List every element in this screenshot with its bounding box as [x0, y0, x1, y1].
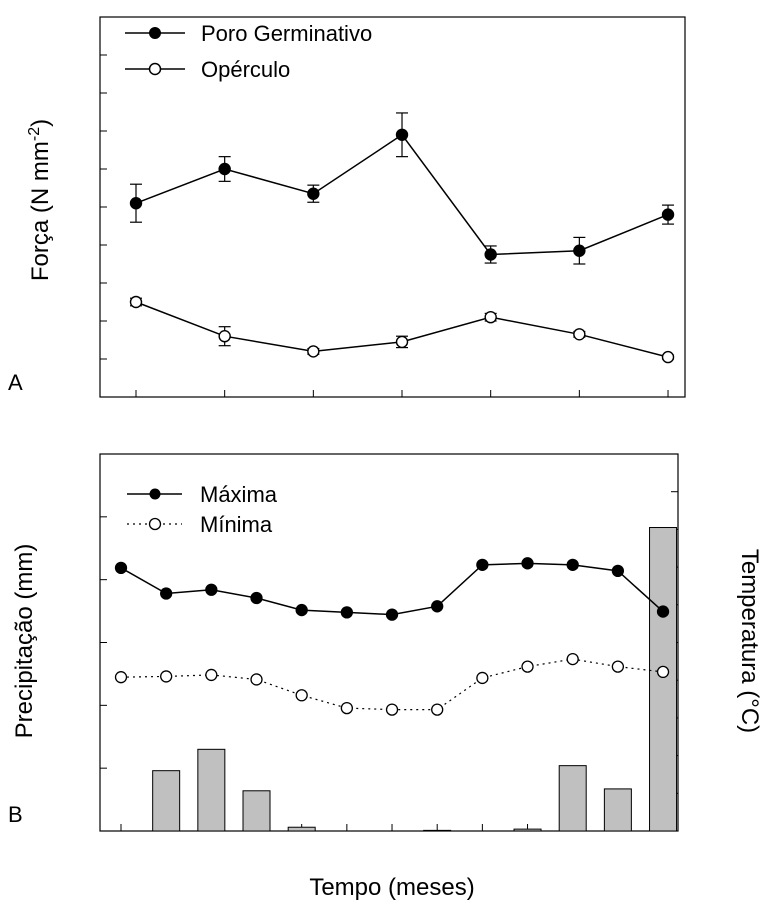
- temperature-point: [521, 557, 534, 570]
- temperature-point: [340, 606, 354, 619]
- legend-label-maxima: Máxima: [200, 482, 278, 507]
- data-point: [395, 128, 409, 142]
- panel-b-left-axis-label: Precipitação (mm): [11, 544, 38, 739]
- data-point: [218, 162, 231, 176]
- data-point: [484, 311, 497, 324]
- temperature-point: [611, 564, 625, 578]
- panel-a-label: A: [8, 370, 23, 395]
- temperature-point: [114, 561, 128, 575]
- panel-b: B Precipitação (mm) Temperatura (°C) Tem…: [8, 453, 760, 901]
- panel-b-lines: [114, 557, 670, 716]
- data-point: [573, 244, 586, 257]
- data-point: [307, 187, 320, 200]
- data-point: [484, 248, 497, 261]
- precipitation-bar: [423, 829, 452, 832]
- precipitation-bar: [558, 765, 587, 832]
- panel-b-right-axis-label: Temperatura (°C): [736, 549, 760, 733]
- panel-a-legend: Poro Germinativo Opérculo: [125, 21, 372, 82]
- data-point: [307, 345, 320, 358]
- panel-a: A Força (N mm-2) Poro Germinativo Opércu…: [8, 16, 686, 398]
- temperature-point: [205, 583, 218, 596]
- temperature-point: [611, 660, 625, 673]
- panel-a-lines: [129, 112, 675, 364]
- temperature-point: [340, 701, 354, 715]
- panel-b-frame: [99, 453, 679, 832]
- precipitation-bar: [603, 788, 632, 832]
- precipitation-bar: [152, 770, 181, 832]
- precipitation-bar: [513, 828, 542, 832]
- temperature-point: [656, 665, 670, 679]
- temperature-point: [385, 608, 399, 621]
- precipitation-bar: [287, 826, 316, 832]
- temperature-point: [521, 660, 534, 673]
- legend-marker-operculo: [148, 62, 162, 76]
- legend-marker-maxima: [149, 488, 161, 500]
- panel-b-axes: [99, 453, 679, 832]
- temperature-point: [566, 558, 579, 571]
- series-line-minima: [120, 658, 664, 711]
- legend-marker-minima: [148, 517, 162, 531]
- temperature-point: [250, 673, 263, 686]
- temperature-point: [295, 603, 308, 617]
- data-point: [129, 196, 143, 210]
- series-line-operculo: [135, 301, 669, 358]
- panel-b-label: B: [8, 802, 23, 827]
- temperature-point: [160, 670, 173, 683]
- data-point: [573, 328, 586, 341]
- temperature-point: [431, 600, 444, 613]
- panel-a-frame: [99, 16, 686, 398]
- data-point: [129, 295, 143, 309]
- data-point: [395, 335, 409, 349]
- data-point: [661, 350, 675, 364]
- data-point: [661, 208, 675, 221]
- temperature-point: [566, 652, 579, 666]
- panel-b-bars: [152, 527, 678, 832]
- temperature-point: [476, 671, 489, 685]
- temperature-point: [385, 703, 399, 716]
- legend-label-poro: Poro Germinativo: [201, 21, 372, 46]
- temperature-point: [656, 605, 670, 618]
- legend-label-minima: Mínima: [200, 512, 273, 537]
- data-point: [218, 330, 231, 343]
- series-line-maxima: [120, 562, 664, 616]
- panel-b-x-axis-label: Tempo (meses): [309, 874, 474, 901]
- panel-b-legend: Máxima Mínima: [127, 482, 278, 537]
- legend-marker-poro: [149, 27, 161, 39]
- temperature-point: [250, 591, 263, 605]
- precipitation-bar: [649, 527, 678, 832]
- temperature-point: [476, 558, 489, 571]
- precipitation-bar: [242, 790, 271, 832]
- temperature-point: [114, 671, 128, 684]
- precipitation-bar: [197, 748, 226, 832]
- legend-label-operculo: Opérculo: [201, 57, 290, 82]
- panel-a-y-axis-label: Força (N mm-2): [26, 119, 54, 281]
- temperature-point: [160, 587, 173, 600]
- temperature-point: [431, 703, 444, 716]
- temperature-point: [205, 668, 218, 682]
- panel-a-axes: [99, 16, 686, 398]
- temperature-point: [295, 689, 308, 702]
